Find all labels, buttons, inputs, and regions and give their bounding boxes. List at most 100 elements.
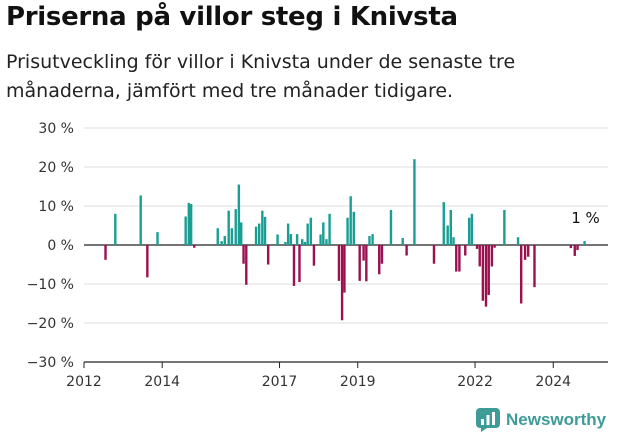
y-tick-label: −30 %: [27, 355, 74, 371]
bar: [358, 245, 361, 281]
bar: [234, 209, 237, 245]
bar: [573, 245, 576, 256]
bar: [223, 236, 226, 245]
y-tick-label: 20 %: [38, 160, 74, 176]
bar: [378, 245, 381, 275]
bar: [328, 213, 331, 245]
bar: [458, 245, 461, 272]
bar: [464, 245, 467, 256]
bar: [516, 237, 520, 245]
bar: [503, 209, 506, 245]
bar: [189, 204, 193, 245]
bar: [292, 245, 296, 286]
bar: [193, 245, 196, 248]
bar: [337, 245, 341, 281]
bar: [484, 245, 488, 307]
bar: [309, 217, 313, 245]
y-tick-label: 30 %: [38, 121, 74, 137]
bar: [289, 234, 293, 245]
y-tick-label: 0 %: [47, 238, 74, 254]
bar: [276, 234, 279, 245]
bar: [583, 241, 586, 245]
bar: [139, 195, 142, 245]
bar: [240, 222, 243, 245]
x-tick-label: 2012: [66, 374, 102, 390]
bar: [346, 217, 349, 245]
bar: [481, 245, 485, 301]
bar: [523, 245, 527, 260]
chart-subtitle: Prisutveckling för villor i Knivsta unde…: [6, 51, 516, 102]
bar: [284, 241, 287, 245]
bar: [266, 245, 270, 265]
x-tick-label: 2014: [144, 374, 180, 390]
y-tick-label: −20 %: [27, 316, 74, 332]
bar: [220, 241, 223, 245]
bars: [104, 159, 586, 321]
x-tick-label: 2022: [457, 374, 493, 390]
bar: [156, 232, 159, 245]
bar: [352, 211, 356, 245]
bar: [371, 234, 374, 245]
bar: [114, 213, 117, 245]
bar: [413, 159, 416, 245]
x-tick-label: 2017: [262, 374, 298, 390]
bar: [237, 184, 241, 245]
bar: [104, 245, 107, 260]
x-axis: 2012 2014 2017 2019 2022 2024: [66, 361, 608, 390]
chart-title: Priserna på villor steg i Knivsta: [6, 2, 458, 32]
bar: [368, 236, 371, 245]
brand-name: Newsworthy: [506, 410, 607, 429]
brand-logo[interactable]: Newsworthy: [476, 408, 606, 432]
bar: [343, 245, 346, 293]
bar: [254, 226, 258, 245]
bar: [533, 245, 536, 288]
y-axis: 30 % 20 % 10 % 0 % −10 % −20 % −30 %: [27, 121, 74, 371]
bar: [295, 234, 299, 245]
bar: [478, 245, 481, 267]
bar: [306, 223, 309, 245]
latest-value-label: 1 %: [571, 209, 600, 227]
bar: [227, 210, 230, 245]
bar: [245, 245, 248, 285]
annotations: 1 %: [571, 209, 600, 227]
bar: [455, 245, 458, 272]
bar: [319, 234, 322, 245]
bar: [242, 245, 245, 264]
bar: [261, 210, 264, 245]
y-tick-label: 10 %: [38, 199, 74, 215]
x-tick-label: 2019: [340, 374, 376, 390]
bar: [470, 213, 474, 245]
bar: [349, 196, 352, 245]
bar: [389, 209, 393, 245]
bar: [446, 225, 449, 245]
bar: [493, 245, 496, 248]
bar: [569, 245, 573, 249]
bar: [340, 245, 344, 321]
bar: [405, 245, 408, 256]
bar: [527, 245, 530, 257]
bar: [452, 237, 455, 245]
bar: [362, 245, 365, 261]
bar: [487, 245, 490, 295]
bar: [286, 223, 290, 245]
bar: [490, 245, 494, 267]
bar: [519, 245, 523, 304]
bar: [298, 245, 301, 283]
y-tick-label: −10 %: [27, 277, 74, 293]
newsworthy-logo-icon: [476, 408, 500, 432]
bar: [187, 202, 190, 245]
bar: [303, 241, 307, 245]
x-tick-label: 2024: [535, 374, 571, 390]
bar: [184, 216, 187, 245]
bar: [432, 245, 436, 264]
bar: [257, 223, 261, 245]
bar: [401, 237, 404, 245]
bar: [216, 228, 219, 245]
bar: [301, 239, 304, 245]
bar: [322, 222, 325, 245]
bar: [380, 245, 384, 264]
bar: [449, 209, 452, 245]
bar: [312, 245, 316, 266]
bar: [230, 228, 234, 245]
bar: [365, 245, 368, 282]
